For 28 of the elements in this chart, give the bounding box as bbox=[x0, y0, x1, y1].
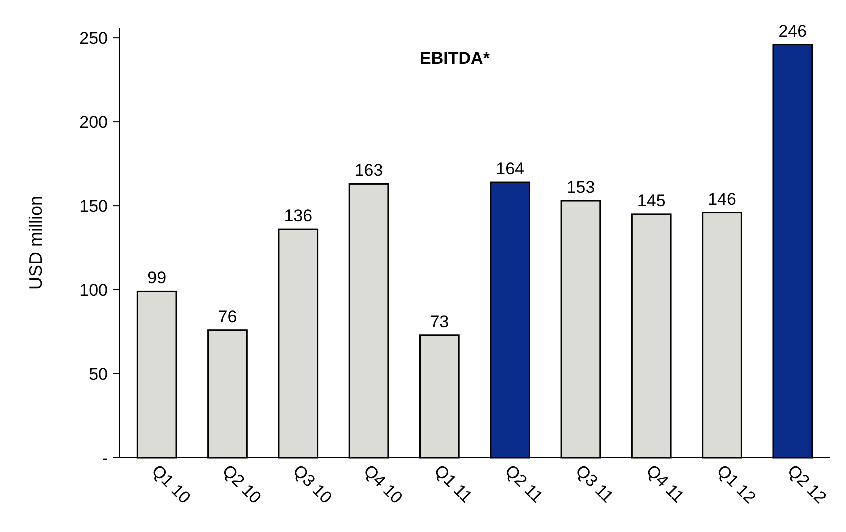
data-label: 246 bbox=[778, 22, 808, 41]
x-tick-label: Q1 12 bbox=[713, 461, 760, 508]
y-tick-label: - bbox=[102, 448, 108, 468]
y-tick-label: 200 bbox=[80, 113, 108, 132]
x-tick-label: Q1 10 bbox=[148, 461, 194, 508]
x-tick-label: Q1 11 bbox=[430, 461, 476, 507]
data-label: 163 bbox=[354, 161, 384, 180]
data-label: 76 bbox=[218, 307, 238, 326]
x-tick-label: Q2 12 bbox=[784, 461, 830, 508]
x-tick-label: Q3 10 bbox=[290, 461, 336, 508]
x-tick-label: Q2 10 bbox=[218, 461, 266, 508]
y-tick-label: 100 bbox=[80, 280, 108, 300]
data-label: 164 bbox=[496, 160, 525, 179]
data-label: 146 bbox=[708, 190, 736, 209]
data-label: 73 bbox=[430, 312, 450, 332]
data-label: 153 bbox=[566, 178, 596, 198]
y-tick-label: 50 bbox=[89, 364, 108, 384]
data-label: 145 bbox=[637, 191, 666, 210]
x-tick-label: Q2 11 bbox=[501, 461, 547, 507]
text: EBITDA* bbox=[420, 49, 490, 68]
x-tick-label: Q4 10 bbox=[360, 461, 406, 508]
y-axis-title: USD million bbox=[26, 196, 46, 290]
data-label: 136 bbox=[284, 206, 313, 226]
y-tick-label: 150 bbox=[80, 196, 108, 216]
x-tick-label: Q4 11 bbox=[642, 461, 688, 507]
data-label: 99 bbox=[148, 268, 167, 288]
y-tick-label: 250 bbox=[80, 29, 108, 48]
x-tick-label: Q3 11 bbox=[572, 461, 618, 507]
